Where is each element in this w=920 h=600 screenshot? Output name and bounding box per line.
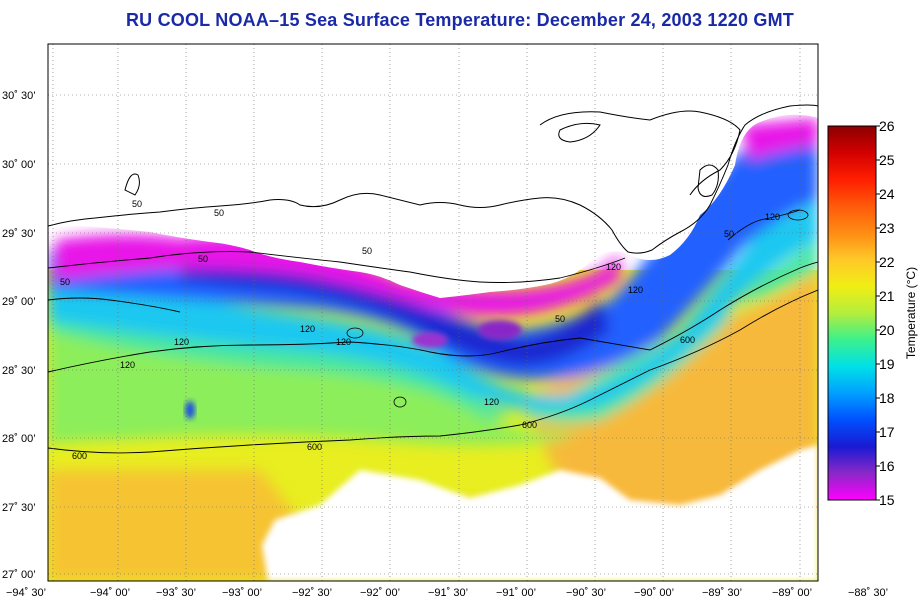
colorbar-tick-label: 18 xyxy=(879,390,895,406)
contour-label: 50 xyxy=(198,254,208,264)
contour-label: 120 xyxy=(120,360,135,370)
contour-label: 120 xyxy=(300,324,315,334)
contour-label: 120 xyxy=(606,262,621,272)
lat-label: 30˚ 30’ xyxy=(2,90,36,102)
lat-label: 29˚ 30’ xyxy=(2,228,36,240)
warm-band-east xyxy=(520,270,818,520)
lat-label: 27˚ 30’ xyxy=(2,502,36,514)
colorbar-tick-label: 22 xyxy=(879,254,895,270)
lon-label: −94˚ 00’ xyxy=(90,587,130,599)
contour-label: 50 xyxy=(724,229,734,239)
contour-label: 50 xyxy=(214,208,224,218)
lon-label: −92˚ 30’ xyxy=(292,587,332,599)
contour-label: 120 xyxy=(484,397,499,407)
colorbar-ramp xyxy=(827,125,877,501)
lat-label: 29˚ 00’ xyxy=(2,296,36,308)
lon-label: −89˚ 30’ xyxy=(702,587,742,599)
contour-label: 50 xyxy=(555,314,565,324)
contour-120 xyxy=(48,261,818,373)
lat-label: 28˚ 00’ xyxy=(2,433,36,445)
colorbar-tick-label: 26 xyxy=(879,118,895,134)
latitude-labels: 30˚ 30’ 30˚ 00’ 29˚ 30’ 29˚ 00’ 28˚ 30’ 28˚ 0… xyxy=(2,90,36,581)
land-mass xyxy=(48,44,818,298)
lat-label: 28˚ 30’ xyxy=(2,365,36,377)
lat-label: 27˚ 00’ xyxy=(2,569,36,581)
contour-label: 50 xyxy=(132,199,142,209)
lon-label: −88˚ 30’ xyxy=(848,587,888,599)
contour-label: 120 xyxy=(336,337,351,347)
colorbar-tick-label: 17 xyxy=(879,424,895,440)
contour-labels: 50 50 50 50 120 120 120 120 120 120 120 50 50 600 600 6… xyxy=(60,199,780,461)
colorbar-tick-label: 21 xyxy=(879,288,895,304)
colorbar-tick-label: 15 xyxy=(879,492,895,508)
lon-label: −90˚ 30’ xyxy=(566,587,606,599)
lon-label: −93˚ 30’ xyxy=(156,587,196,599)
cold-shelf-water xyxy=(55,234,620,317)
contour-label: 600 xyxy=(522,420,537,430)
lon-label: −90˚ 00’ xyxy=(634,587,674,599)
contour-label: 50 xyxy=(60,277,70,287)
colorbar-tick-label: 23 xyxy=(879,220,895,236)
map-title: RU COOL NOAA–15 Sea Surface Temperature:… xyxy=(125,10,794,30)
longitude-labels: −94˚ 30’ −94˚ 00’ −93˚ 30’ −93˚ 00’ −92˚ 30’… xyxy=(6,587,888,599)
lat-label: 30˚ 00’ xyxy=(2,159,36,171)
contour-label: 120 xyxy=(174,337,189,347)
colorbar-tick-label: 20 xyxy=(879,322,895,338)
contour-label: 50 xyxy=(362,246,372,256)
colorbar-tick-label: 16 xyxy=(879,458,895,474)
graticule xyxy=(48,44,818,581)
contour-label: 600 xyxy=(307,442,322,452)
contour-label: 120 xyxy=(628,285,643,295)
colorbar-tick-label: 19 xyxy=(879,356,895,372)
contour-label: 120 xyxy=(765,212,780,222)
lon-label: −94˚ 30’ xyxy=(6,587,46,599)
colorbar-ticks: 26 25 24 23 22 21 20 19 18 17 16 15 xyxy=(876,118,895,508)
lon-label: −91˚ 30’ xyxy=(428,587,468,599)
contour-label: 600 xyxy=(680,335,695,345)
colorbar-label: Temperature (°C) xyxy=(904,267,918,359)
lon-label: −89˚ 00’ xyxy=(772,587,812,599)
colorbar-tick-label: 25 xyxy=(879,152,895,168)
contour-600 xyxy=(48,289,818,454)
cloud-mask xyxy=(262,445,818,581)
colorbar-tick-label: 24 xyxy=(879,186,895,202)
colorbar: 26 25 24 23 22 21 20 19 18 17 16 15 Temperature (°C… xyxy=(827,118,918,508)
lon-label: −92˚ 00’ xyxy=(360,587,400,599)
lon-label: −91˚ 00’ xyxy=(496,587,536,599)
cool-water-band xyxy=(48,140,818,380)
sst-field xyxy=(48,44,818,581)
lon-label: −93˚ 00’ xyxy=(222,587,262,599)
warm-band-south xyxy=(48,470,330,581)
contour-50 xyxy=(48,251,626,283)
coastline xyxy=(48,104,818,254)
contour-label: 600 xyxy=(72,451,87,461)
